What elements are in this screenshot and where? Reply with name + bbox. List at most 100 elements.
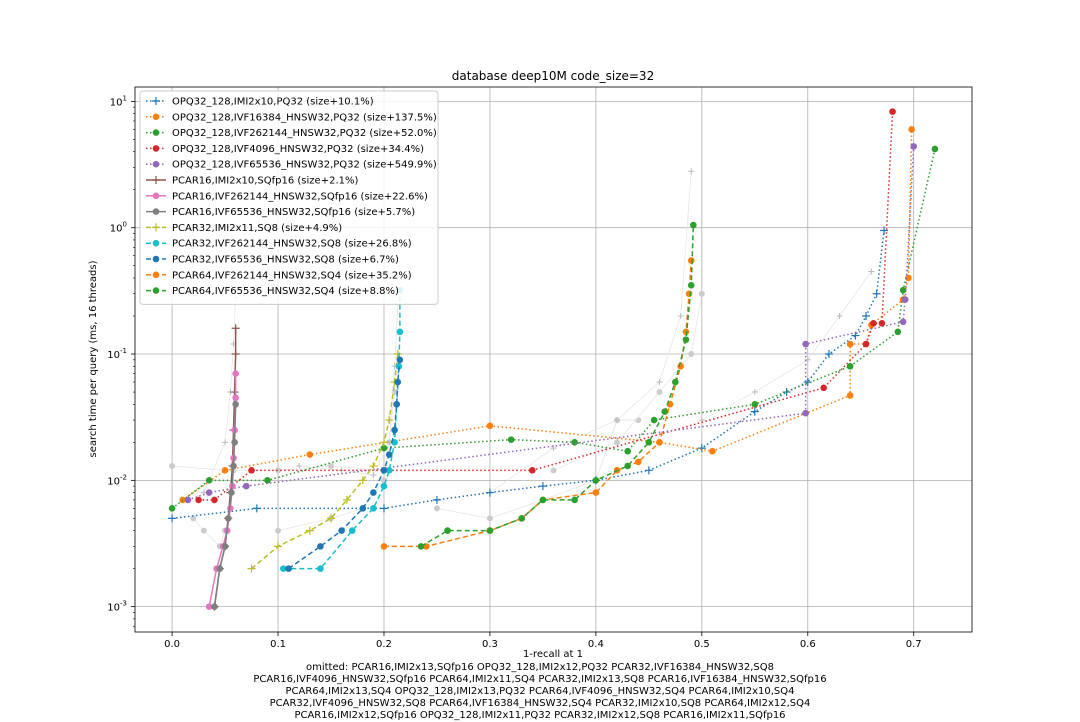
data-point (846, 392, 854, 399)
legend-marker (152, 192, 160, 200)
background-point (656, 389, 663, 396)
series-3 (195, 108, 896, 504)
legend-marker (152, 255, 160, 263)
data-point (486, 527, 494, 534)
series-10 (285, 356, 404, 572)
background-point (433, 505, 440, 512)
data-point (393, 400, 400, 408)
x-tick-label: 0.7 (906, 639, 922, 650)
background-trace (436, 419, 639, 519)
background-point (677, 312, 684, 319)
data-point (644, 466, 653, 475)
omitted-line: omitted: PCAR16,IMI2x13,SQfp16 OPQ32_128… (306, 662, 774, 673)
background-point (328, 462, 335, 469)
legend-entry: PCAR16,IVF65536_HNSW32,SQfp16 (size+5.7%… (172, 207, 415, 218)
legend-entry: OPQ32_128,IVF65536_HNSW32,PQ32 (size+549… (172, 160, 437, 171)
legend-entry: OPQ32_128,IVF4096_HNSW32,PQ32 (size+34.4… (172, 144, 424, 155)
data-point (901, 296, 909, 303)
data-point (709, 447, 716, 455)
legend-marker (152, 239, 160, 247)
data-point (205, 489, 213, 496)
data-point (685, 290, 693, 298)
data-point (824, 350, 833, 359)
legend-entry: OPQ32_128,IVF16384_HNSW32,PQ32 (size+137… (172, 112, 437, 123)
legend-entry: OPQ32_128,IVF262144_HNSW32,PQ32 (size+52… (172, 128, 437, 139)
data-point (802, 340, 809, 348)
x-tick-label: 0.5 (694, 639, 710, 650)
data-point (232, 394, 239, 402)
data-point (889, 108, 896, 115)
data-point (690, 221, 697, 229)
x-axis-ticks: 0.0 0.1 0.2 0.3 0.4 0.5 0.6 0.7 (164, 632, 922, 650)
data-point (248, 467, 255, 474)
series-line (213, 404, 237, 607)
x-tick-label: 0.6 (800, 639, 816, 650)
data-point (380, 543, 388, 550)
y-tick-label: 10-3 (107, 600, 127, 614)
background-point (550, 445, 557, 452)
legend-entry: PCAR32,IVF262144_HNSW32,SQ8 (size+26.8%) (172, 239, 412, 250)
data-point (385, 451, 393, 458)
data-point (211, 603, 218, 610)
data-point (751, 400, 759, 408)
data-point (274, 542, 283, 551)
background-point (656, 379, 663, 386)
background-trace (299, 265, 401, 476)
legend-box (139, 90, 439, 305)
series-line (171, 230, 885, 520)
y-tick-label: 10-2 (107, 473, 127, 487)
data-point (862, 311, 871, 320)
data-point (846, 362, 854, 370)
data-point (677, 362, 684, 370)
data-point (168, 514, 177, 523)
data-point (486, 422, 494, 430)
data-point (205, 477, 213, 484)
data-point (820, 384, 827, 392)
omitted-line: PCAR16,IMI2x12,SQfp16 OPQ32_128,IMI2x11,… (294, 710, 786, 721)
data-point (224, 515, 232, 522)
background-point (751, 389, 758, 396)
data-point (393, 350, 402, 359)
data-point (571, 439, 578, 446)
data-point (394, 378, 402, 386)
data-point (518, 515, 526, 522)
data-point (252, 504, 261, 513)
data-point (899, 318, 907, 326)
data-point (370, 505, 377, 512)
data-point (232, 400, 239, 408)
legend-marker (152, 223, 160, 232)
omitted-line: PCAR64,IMI2x13,SQ4 OPQ32_128,IMI2x13,PQ3… (285, 686, 795, 697)
x-axis-label: 1-recall at 1 (523, 649, 583, 660)
legend-marker (152, 208, 160, 215)
background-point (275, 467, 282, 474)
data-point (379, 504, 388, 513)
data-point (571, 496, 578, 504)
data-point (232, 370, 239, 377)
omitted-line: PCAR32,IVF4096_HNSW32,SQ8 PCAR64,IVF1638… (269, 698, 811, 709)
data-point (802, 409, 809, 417)
background-point (296, 462, 303, 469)
data-point (264, 477, 271, 484)
data-point (359, 505, 367, 512)
data-point (538, 482, 547, 491)
background-point (614, 439, 621, 446)
background-point (698, 290, 705, 297)
data-point (385, 467, 393, 474)
x-tick-label: 0.4 (588, 639, 604, 650)
data-point (894, 328, 902, 336)
background-point (550, 467, 557, 474)
data-point (184, 496, 192, 504)
data-point (231, 324, 240, 333)
data-point (910, 143, 918, 150)
y-tick-label: 100 (110, 221, 127, 235)
data-point (682, 336, 690, 343)
legend-marker (152, 129, 160, 136)
legend-marker (152, 160, 160, 168)
series-4 (184, 143, 918, 504)
data-point (317, 565, 324, 572)
data-point (592, 477, 600, 484)
data-point (529, 467, 536, 474)
background-point (688, 168, 695, 175)
data-point (195, 496, 202, 504)
background-point (486, 515, 493, 522)
